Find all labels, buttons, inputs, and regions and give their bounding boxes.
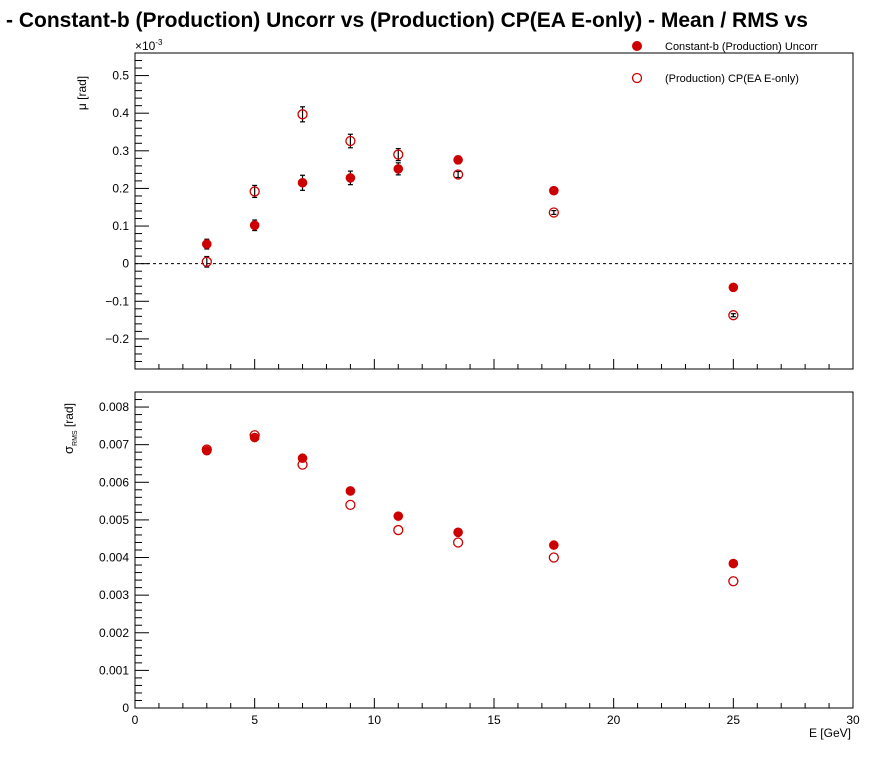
legend-label-uncorr: Constant-b (Production) Uncorr bbox=[665, 41, 818, 53]
y-tick-label: 0.1 bbox=[112, 219, 129, 233]
y-tick-label: 0.5 bbox=[112, 69, 129, 83]
data-point-cp bbox=[393, 524, 404, 536]
data-point-cp bbox=[297, 109, 308, 120]
data-point-cp bbox=[345, 499, 356, 511]
legend: Constant-b (Production) Uncorr (Producti… bbox=[631, 41, 818, 85]
data-point-uncorr bbox=[345, 486, 356, 496]
data-point-uncorr bbox=[345, 173, 356, 183]
x-tick-label: 0 bbox=[132, 713, 139, 727]
data-point-cp bbox=[345, 135, 356, 147]
x-tick-label: 15 bbox=[487, 713, 501, 727]
y-tick-label: 0.003 bbox=[99, 588, 129, 602]
data-point-uncorr bbox=[728, 558, 739, 569]
data-point-uncorr bbox=[453, 155, 463, 165]
x-tick-label: 5 bbox=[251, 713, 258, 727]
data-point-cp bbox=[728, 310, 739, 321]
data-point-cp bbox=[249, 430, 260, 441]
x-tick-label: 25 bbox=[727, 713, 741, 727]
y-tick-label: 0.002 bbox=[99, 626, 129, 640]
data-point-uncorr bbox=[249, 220, 260, 231]
y-tick-label: 0 bbox=[122, 257, 129, 271]
y-tick-label: 0.001 bbox=[99, 663, 129, 677]
data-point-uncorr bbox=[393, 511, 404, 521]
top-panel: −0.2 −0.1 0 0.1 0.2 0.3 0.4 0.5 μ [rad] ×10-3 bbox=[75, 38, 854, 370]
y-tick-label: 0.006 bbox=[99, 475, 129, 489]
data-point-cp bbox=[548, 552, 559, 563]
y-tick-label: 0.007 bbox=[99, 438, 129, 452]
data-point-cp bbox=[452, 169, 464, 180]
y-tick-label: 0.3 bbox=[112, 144, 129, 158]
data-point-cp bbox=[452, 537, 464, 548]
y-tick-label: −0.2 bbox=[105, 332, 129, 346]
y-tick-label: 0.005 bbox=[99, 513, 129, 527]
x-tick-label: 20 bbox=[607, 713, 621, 727]
y-tick-label: 0.4 bbox=[112, 106, 129, 120]
data-point-cp bbox=[393, 149, 404, 160]
data-point-uncorr bbox=[549, 540, 559, 550]
y-axis-label: σRMS [rad] bbox=[61, 403, 79, 454]
plot-frame bbox=[134, 391, 854, 709]
data-point-uncorr bbox=[549, 185, 559, 196]
data-point-uncorr bbox=[728, 282, 739, 293]
y-axis-label: μ [rad] bbox=[75, 76, 89, 110]
data-point-cp bbox=[201, 444, 212, 455]
y-tick-label: 0 bbox=[122, 701, 129, 715]
data-point-uncorr bbox=[393, 164, 404, 174]
x-tick-label: 10 bbox=[368, 713, 382, 727]
y-tick-label: 0.004 bbox=[99, 551, 129, 565]
data-point-cp bbox=[548, 207, 559, 218]
y-exponent-label: ×10-3 bbox=[135, 38, 163, 53]
x-axis-label: E [GeV] bbox=[809, 726, 851, 740]
data-point-uncorr bbox=[453, 527, 463, 538]
legend-marker-filled bbox=[632, 41, 642, 51]
data-point-cp bbox=[297, 459, 308, 470]
data-point-uncorr bbox=[297, 177, 308, 188]
bottom-panel: 0 0.001 0.002 0.003 0.004 0.005 0.006 0.007 0.00… bbox=[61, 391, 860, 740]
data-point-uncorr bbox=[202, 239, 212, 249]
legend-marker-open bbox=[631, 72, 643, 84]
data-point-cp bbox=[201, 256, 212, 267]
data-point-cp bbox=[249, 186, 260, 197]
x-tick-label: 30 bbox=[846, 713, 860, 727]
data-point-cp bbox=[728, 576, 739, 587]
legend-label-cp: (Production) CP(EA E-only) bbox=[665, 73, 799, 85]
y-tick-label: 0.008 bbox=[99, 400, 129, 414]
chart-title: - Constant-b (Production) Uncorr vs (Pro… bbox=[6, 9, 808, 32]
data-point-uncorr bbox=[249, 432, 260, 443]
y-tick-label: 0.2 bbox=[112, 181, 129, 195]
plot-frame bbox=[134, 52, 854, 370]
y-tick-label: −0.1 bbox=[105, 294, 129, 308]
